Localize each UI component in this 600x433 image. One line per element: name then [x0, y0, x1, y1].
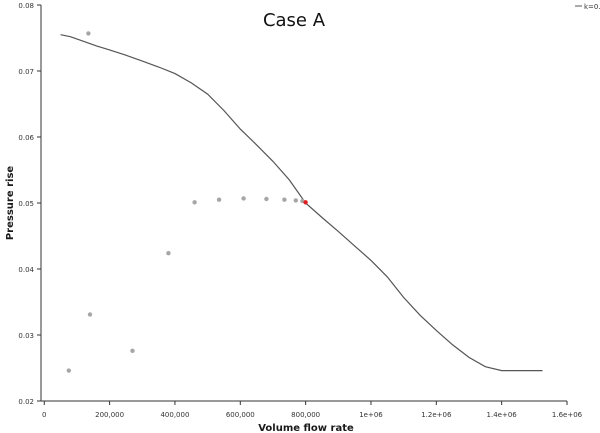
x-tick-label: 1.6e+06 [552, 411, 583, 419]
y-tick-label: 0.05 [18, 200, 34, 208]
y-tick-label: 0.04 [18, 266, 34, 274]
x-tick-label: 200,000 [95, 411, 124, 419]
highlight-point [303, 200, 308, 205]
legend-label: k=0.0 [584, 3, 600, 11]
data-point [241, 196, 246, 201]
x-tick-label: 600,000 [226, 411, 255, 419]
x-tick-label: 1e+06 [359, 411, 383, 419]
data-point [293, 198, 298, 203]
y-tick-label: 0.07 [18, 68, 34, 76]
x-tick-label: 0 [42, 411, 46, 419]
y-tick-label: 0.02 [18, 398, 34, 406]
axes: 0 200,000 400,000 600,000 800,000 1e+06 1.2e+0… [18, 2, 582, 419]
data-point [216, 197, 222, 202]
y-tick-label: 0.08 [18, 2, 34, 10]
series-layer [60, 31, 543, 373]
data-point [130, 348, 135, 353]
data-point [66, 368, 72, 373]
data-point [166, 251, 171, 256]
series-line [60, 34, 543, 372]
legend: k=0.0 [575, 3, 600, 11]
data-point [264, 196, 269, 202]
chart-title: Case A [263, 10, 326, 31]
y-tick-label: 0.03 [18, 332, 34, 340]
data-point [86, 31, 91, 36]
data-point [282, 197, 287, 202]
data-point [192, 200, 197, 205]
x-tick-label: 1.4e+06 [487, 411, 518, 419]
y-axis-label: Pressure rise [5, 166, 16, 241]
x-tick-label: 400,000 [160, 411, 189, 419]
data-point [87, 312, 93, 317]
y-tick-label: 0.06 [18, 134, 34, 142]
x-tick-label: 800,000 [291, 411, 320, 419]
x-tick-label: 1.2e+06 [421, 411, 452, 419]
x-axis-label: Volume flow rate [258, 423, 354, 433]
